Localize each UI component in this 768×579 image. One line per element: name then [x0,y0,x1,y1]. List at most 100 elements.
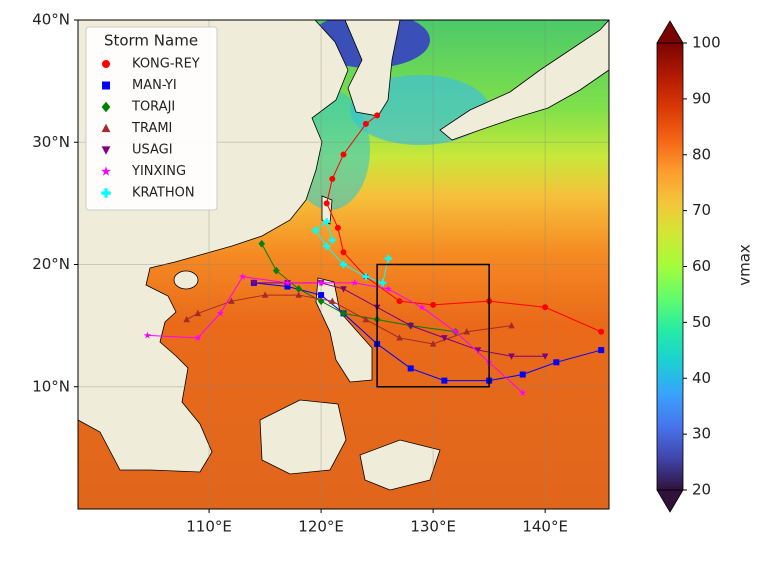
colorbar-tick-label: 20 [692,481,711,499]
land [259,399,347,475]
marker [541,353,549,360]
x-tick-label: 110°E [186,518,232,536]
colorbar-tick-label: 60 [692,257,711,275]
legend-marker [102,81,110,90]
marker [194,333,202,342]
marker [194,309,202,317]
marker [430,301,437,308]
track-line [261,243,456,333]
marker [328,236,336,244]
marker [553,359,560,366]
marker [463,328,471,335]
x-tick-label: 120°E [298,518,344,536]
colorbar-extend [656,489,684,513]
x-tick-label: 140°E [522,518,568,536]
marker [374,112,381,119]
legend-title: Storm Name [104,32,198,50]
land [359,439,441,491]
marker [143,331,152,339]
marker [542,304,549,311]
legend-label: MAN-YI [132,78,177,93]
legend: Storm Name KONG-REY MAN-YI TORAJI TRAMI USAG… [85,26,218,211]
colorbar-tick-label: 90 [692,89,711,107]
marker [339,260,348,269]
land [439,20,609,141]
marker [519,388,527,397]
y-tick-label: 20°N [32,255,70,273]
colorbar-tick-label: 100 [692,34,721,52]
tracks [143,112,605,397]
marker [311,226,320,234]
marker [261,291,269,298]
marker [272,266,280,275]
marker [451,327,460,335]
marker [258,239,266,248]
marker [350,278,359,286]
legend-label: TORAJI [131,100,175,115]
legend-marker [101,123,111,133]
legend-marker [101,166,111,176]
legend-box [85,26,218,211]
y-tick-label: 40°N [32,11,70,29]
marker [598,328,605,335]
region-box [376,263,490,388]
marker [323,218,331,226]
marker [183,315,190,323]
marker [283,278,292,286]
marker [441,335,448,342]
colorbar-tick-label: 80 [692,145,711,163]
marker [328,297,336,304]
marker [384,285,393,293]
colorbar-extend [656,20,684,44]
marker [379,279,387,287]
marker [508,353,515,360]
marker [407,322,415,330]
legend-marker [101,101,111,113]
marker [519,371,526,378]
marker [318,292,325,299]
marker [295,285,302,293]
legend-label: YINXING [131,164,186,179]
marker [340,249,347,256]
colorbar-tick-label: 40 [692,369,711,387]
marker [317,278,325,286]
marker [362,273,370,281]
colorbar-label: vmax [736,244,754,286]
marker [334,224,341,231]
marker [323,242,331,250]
y-tick-label: 30°N [32,133,70,151]
marker [362,315,370,323]
colorbar: vmax 20 30 40 50 60 70 80 90 100 [656,20,754,513]
legend-label: USAGI [132,143,173,158]
marker [407,365,414,372]
legend-label: KONG-REY [132,57,200,72]
marker [474,347,482,354]
legend-marker [101,146,111,155]
marker [216,309,224,317]
legend-marker [101,188,111,198]
marker [284,283,291,290]
track-line [147,276,524,394]
marker [362,120,369,127]
marker [238,272,247,280]
marker [295,291,302,298]
land [173,270,199,290]
colorbar-tick-label: 50 [692,313,711,331]
marker [508,322,515,329]
marker [250,280,258,287]
marker [396,298,403,305]
marker [396,334,403,341]
land [315,277,373,383]
x-tick-label: 130°E [410,518,456,536]
colorbar-gradient [657,43,683,490]
legend-label: TRAMI [131,121,172,136]
marker [340,309,347,318]
marker [384,254,392,262]
colorbar-tick-label: 30 [692,425,711,443]
legend-marker [102,60,110,68]
legend-label: KRATHON [132,186,195,201]
marker [228,297,235,304]
marker [598,347,605,354]
marker [441,377,448,384]
